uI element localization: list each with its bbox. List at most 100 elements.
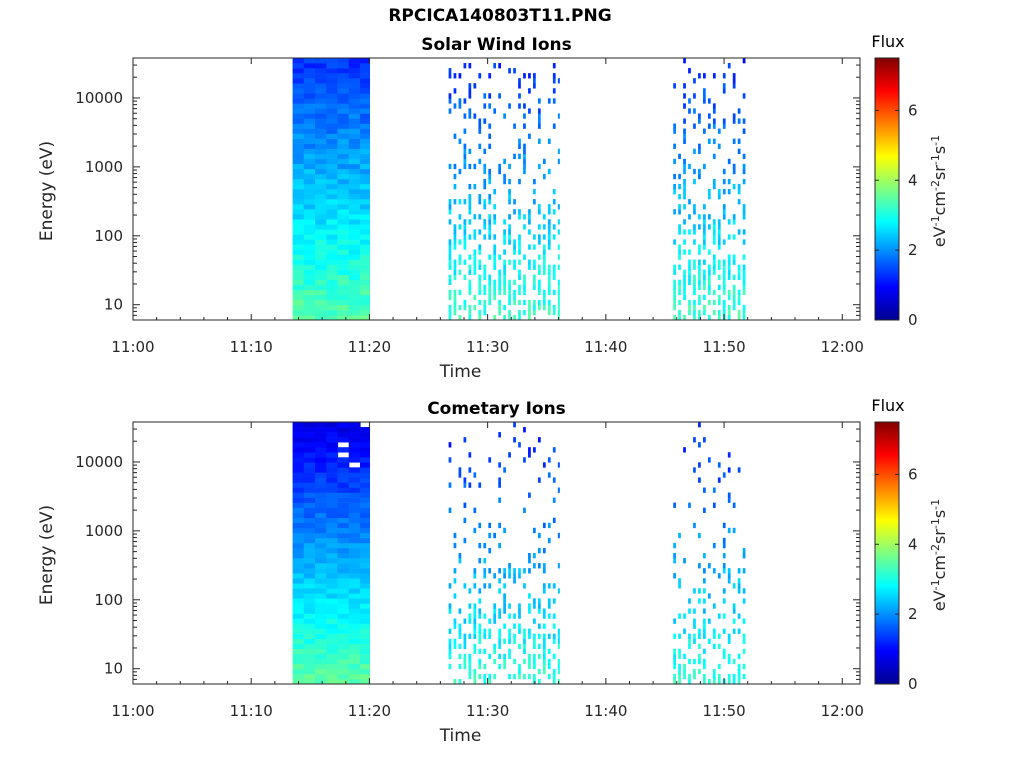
heatmap-cell: [503, 598, 506, 604]
heatmap-cell: [742, 274, 746, 280]
heatmap-cell: [292, 467, 305, 473]
heatmap-cell: [348, 244, 361, 250]
heatmap-cell: [315, 613, 327, 619]
heatmap-cell: [712, 289, 716, 296]
heatmap-cell: [303, 542, 316, 549]
heatmap-cell: [503, 284, 506, 291]
heatmap-cell: [326, 573, 339, 579]
heatmap-cell: [326, 558, 339, 564]
heatmap-cell: [533, 83, 536, 89]
heatmap-cell: [326, 553, 339, 559]
heatmap-cell: [303, 522, 316, 529]
heatmap-cell: [712, 224, 716, 230]
heatmap-cell: [326, 108, 339, 114]
heatmap-cell: [337, 58, 350, 64]
heatmap-cell: [315, 148, 327, 155]
heatmap-cell: [359, 73, 371, 79]
heatmap-cell: [537, 108, 541, 114]
heatmap-cell: [488, 678, 492, 685]
heatmap-cell: [292, 153, 305, 160]
heatmap-cell: [742, 289, 746, 296]
heatmap-cell: [727, 264, 731, 270]
heatmap-cell: [722, 304, 726, 311]
heatmap-cell: [303, 668, 316, 675]
heatmap-cell: [732, 583, 736, 589]
heatmap-cell: [698, 658, 701, 665]
colorbar-tick-label: 4: [908, 535, 918, 553]
heatmap-cell: [337, 628, 350, 634]
panel-title: Cometary Ions: [427, 399, 566, 419]
heatmap-cell: [722, 568, 726, 574]
heatmap-cell: [359, 108, 371, 114]
heatmap-cell: [348, 583, 361, 589]
heatmap-cell: [542, 658, 546, 665]
heatmap-cell: [503, 249, 506, 255]
heatmap-cell: [473, 507, 477, 513]
heatmap-cell: [557, 148, 560, 155]
heatmap-cell: [503, 608, 506, 614]
y-axis-label: Energy (eV): [37, 141, 57, 241]
heatmap-cell: [528, 553, 531, 559]
heatmap-cell: [688, 98, 691, 104]
heatmap-cell: [448, 244, 452, 250]
heatmap-cell: [483, 583, 487, 589]
heatmap-cell: [717, 189, 721, 195]
heatmap-cell: [303, 309, 316, 316]
heatmap-cell: [508, 289, 511, 296]
heatmap-cell: [326, 673, 339, 680]
colorbar-tick-label: 2: [908, 241, 918, 259]
heatmap-cell: [348, 588, 361, 594]
heatmap-cell: [557, 284, 560, 291]
heatmap-cell: [292, 269, 305, 275]
heatmap-cell: [703, 507, 706, 513]
heatmap-cell: [348, 309, 361, 316]
heatmap-cell: [337, 168, 350, 175]
heatmap-cell: [698, 269, 701, 275]
heatmap-cell: [737, 264, 741, 270]
heatmap-cell: [523, 143, 526, 149]
heatmap-cell: [732, 608, 736, 614]
heatmap-cell: [693, 284, 696, 291]
plot-frame: [132, 57, 861, 321]
heatmap-cell: [453, 299, 457, 306]
heatmap-cell: [722, 299, 726, 306]
heatmap-cell: [359, 598, 371, 604]
heatmap-cell: [326, 239, 339, 245]
heatmap-cell: [478, 229, 482, 235]
heatmap-cell: [315, 83, 327, 89]
heatmap-cell: [292, 249, 305, 255]
heatmap-cell: [498, 254, 501, 260]
heatmap-cell: [326, 289, 339, 296]
heatmap-cell: [673, 123, 676, 129]
heatmap-cell: [707, 274, 711, 280]
colorbar-tick-label: 4: [908, 171, 918, 189]
heatmap-cell: [542, 264, 546, 270]
heatmap-cell: [337, 269, 350, 275]
heatmap-cell: [337, 279, 350, 286]
heatmap-cell: [523, 113, 526, 119]
heatmap-cell: [478, 194, 482, 200]
heatmap-cell: [326, 284, 339, 291]
heatmap-cell: [337, 482, 350, 488]
heatmap-cell: [712, 239, 716, 245]
heatmap-cell: [303, 234, 316, 240]
heatmap-cell: [493, 573, 497, 579]
heatmap-cell: [533, 299, 536, 306]
heatmap-cell: [742, 128, 746, 134]
heatmap-cell: [348, 643, 361, 650]
heatmap-cell: [359, 284, 371, 291]
heatmap-cell: [448, 608, 452, 614]
heatmap-cell: [359, 618, 371, 624]
heatmap-cell: [303, 103, 316, 109]
heatmap-cell: [683, 279, 686, 286]
heatmap-cell: [537, 118, 541, 124]
heatmap-cell: [727, 578, 731, 584]
heatmap-cell: [498, 299, 501, 306]
heatmap-cell: [483, 568, 487, 574]
heatmap-cell: [292, 284, 305, 291]
heatmap-cell: [493, 214, 497, 220]
heatmap-cell: [359, 98, 371, 104]
heatmap-cell: [542, 214, 546, 220]
heatmap-cell: [712, 643, 716, 650]
heatmap-cell: [359, 224, 371, 230]
